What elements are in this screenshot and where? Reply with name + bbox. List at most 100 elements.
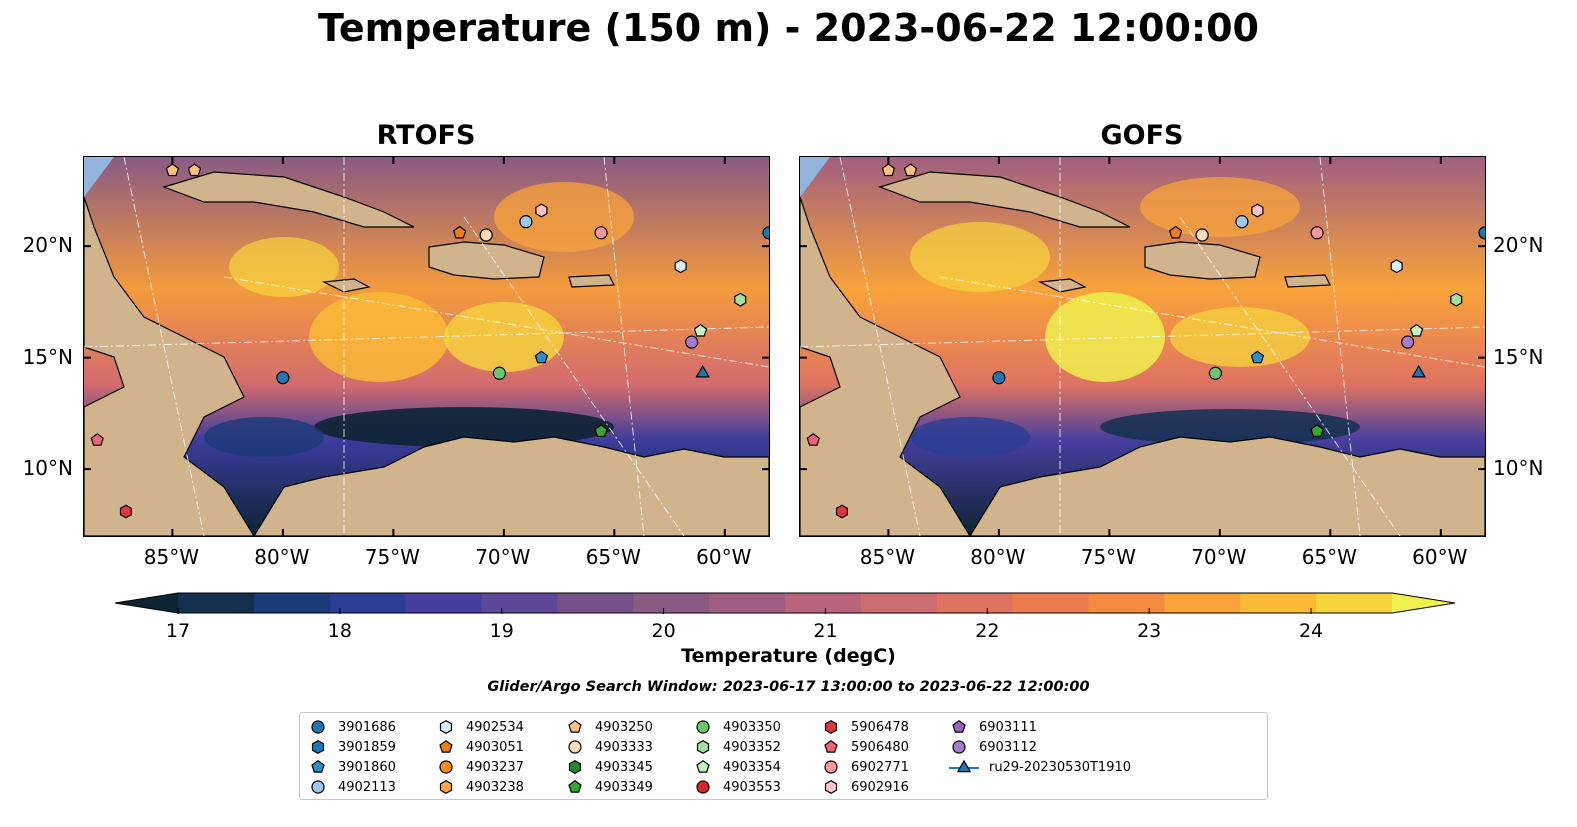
cold-band xyxy=(1100,409,1360,445)
float-marker-3901686[interactable] xyxy=(1478,226,1485,240)
legend-label: 4903354 xyxy=(723,759,781,775)
pentagon-marker-icon xyxy=(568,719,582,733)
float-marker-4903354[interactable] xyxy=(1409,323,1424,337)
float-marker-4903051[interactable] xyxy=(1168,225,1183,239)
colorbar-extend-low xyxy=(115,593,178,613)
legend-item-6903112: 6903112 xyxy=(949,737,1037,757)
legend-item-6903111: 6903111 xyxy=(949,717,1037,737)
legend-item-5906480: 5906480 xyxy=(821,737,909,757)
legend-item-4903350: 4903350 xyxy=(693,717,781,737)
colorbar-segment xyxy=(633,593,710,613)
eez-boundary-line xyxy=(1179,216,1401,536)
legend-label: 6902916 xyxy=(851,779,909,795)
pentagon-marker-icon xyxy=(696,759,710,773)
float-marker-3901686[interactable] xyxy=(276,371,290,385)
pentagon-marker-icon xyxy=(568,779,582,793)
eez-boundary-line xyxy=(84,326,769,348)
legend-item-4903237: 4903237 xyxy=(436,757,524,777)
float-marker-4902534[interactable] xyxy=(674,259,687,274)
float-marker-3901686[interactable] xyxy=(762,226,769,240)
float-marker-5906478[interactable] xyxy=(119,504,133,519)
lat-tick-label: 10°N xyxy=(1493,456,1544,481)
float-marker-4903350[interactable] xyxy=(492,366,507,380)
float-marker-4902113[interactable] xyxy=(1235,215,1249,229)
pentagon-marker-icon xyxy=(439,739,453,753)
float-marker-6903112[interactable] xyxy=(1401,335,1415,349)
circle-marker-icon xyxy=(696,720,710,734)
legend-item-4903333: 4903333 xyxy=(565,737,653,757)
float-marker-4902113[interactable] xyxy=(519,215,533,229)
colorbar-tick-label: 24 xyxy=(1298,620,1324,642)
colorbar-segment xyxy=(709,593,786,613)
triangle-marker-icon xyxy=(949,759,979,773)
float-marker-6902771[interactable] xyxy=(594,226,608,240)
lon-tick-label: 70°W xyxy=(1191,545,1247,569)
float-legend: 3901686 3901859 3901860 4902113 4902534 49030… xyxy=(299,712,1268,800)
legend-item-4903354: 4903354 xyxy=(693,757,781,777)
float-marker-ru29-20230530T1910[interactable] xyxy=(695,364,710,378)
float-marker-6902916[interactable] xyxy=(535,203,548,218)
float-marker-4903250[interactable] xyxy=(165,163,180,177)
float-marker-4903333[interactable] xyxy=(479,228,493,242)
float-marker-4903349[interactable] xyxy=(594,424,608,437)
lon-tick-label: 60°W xyxy=(696,545,752,569)
warm-eddy xyxy=(910,222,1050,292)
float-marker-5906480[interactable] xyxy=(90,433,104,446)
warm-eddy xyxy=(1140,177,1300,237)
float-marker-4903051[interactable] xyxy=(452,225,467,239)
legend-item-6902771: 6902771 xyxy=(821,757,909,777)
float-marker-3901860[interactable] xyxy=(1250,350,1265,364)
lon-tick-label: 65°W xyxy=(585,545,641,569)
colorbar-tick-label: 20 xyxy=(651,620,676,642)
float-marker-ru29-20230530T1910[interactable] xyxy=(1411,364,1426,378)
colorbar-tick-label: 18 xyxy=(327,620,352,642)
legend-label: 3901859 xyxy=(338,739,396,755)
legend-item-4903345: 4903345 xyxy=(565,757,653,777)
colorbar-segment xyxy=(860,593,938,613)
float-marker-4903250[interactable] xyxy=(903,163,918,177)
lat-tick-label: 20°N xyxy=(1493,233,1544,258)
legend-label: 3901686 xyxy=(338,719,396,735)
float-marker-4903352[interactable] xyxy=(734,292,747,307)
float-marker-5906478[interactable] xyxy=(835,504,849,519)
legend-label: 5906480 xyxy=(851,739,909,755)
float-marker-4903333[interactable] xyxy=(1195,228,1209,242)
colorbar-segment xyxy=(481,593,558,613)
float-marker-4902534[interactable] xyxy=(1390,259,1403,274)
float-marker-4903352[interactable] xyxy=(1450,292,1463,307)
legend-label: 4903051 xyxy=(466,739,524,755)
legend-item-3901859: 3901859 xyxy=(308,737,396,757)
float-marker-4903250[interactable] xyxy=(187,163,202,177)
cold-band xyxy=(204,417,324,457)
colorbar-segment xyxy=(1316,593,1393,613)
gofs-map[interactable] xyxy=(799,156,1486,537)
legend-item-4903349: 4903349 xyxy=(565,777,653,797)
panel-title-gofs: GOFS xyxy=(1100,120,1184,151)
float-marker-6902916[interactable] xyxy=(1251,203,1264,218)
colorbar-strip xyxy=(114,592,1456,614)
float-marker-3901860[interactable] xyxy=(534,350,549,364)
central-america-landmass xyxy=(800,196,971,536)
float-marker-6902771[interactable] xyxy=(1310,226,1324,240)
colorbar-segment xyxy=(936,593,1014,613)
float-marker-5906480[interactable] xyxy=(806,433,820,446)
float-marker-4903250[interactable] xyxy=(881,163,896,177)
float-marker-4903349[interactable] xyxy=(1310,424,1324,437)
lon-tick-label: 80°W xyxy=(254,545,310,569)
colorbar-segment xyxy=(178,593,255,613)
colorbar-tick-label: 21 xyxy=(813,620,838,642)
hispaniola-island xyxy=(428,241,545,280)
float-marker-4903354[interactable] xyxy=(693,323,708,337)
rtofs-map[interactable] xyxy=(83,156,770,537)
cold-band xyxy=(910,417,1030,457)
float-marker-6903112[interactable] xyxy=(685,335,699,349)
lon-tick-label: 70°W xyxy=(475,545,531,569)
legend-label: 5906478 xyxy=(851,719,909,735)
pentagon-marker-icon xyxy=(824,739,838,753)
float-marker-4903350[interactable] xyxy=(1208,366,1223,380)
colorbar-extend-high xyxy=(1392,593,1455,613)
colorbar-segment xyxy=(329,593,407,613)
hispaniola-island xyxy=(1144,241,1261,280)
cuba-island xyxy=(162,171,415,228)
float-marker-3901686[interactable] xyxy=(992,371,1006,385)
